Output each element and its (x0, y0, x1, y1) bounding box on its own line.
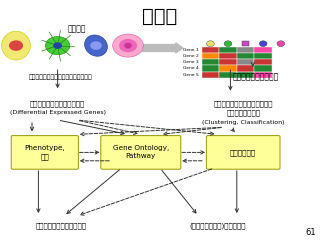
Bar (254, 72, 272, 78)
Text: 手法を用いた解析: 手法を用いた解析 (226, 109, 260, 116)
Circle shape (119, 39, 137, 52)
Text: (Differential Expressed Genes): (Differential Expressed Genes) (10, 110, 106, 115)
Bar (254, 53, 272, 59)
Text: Gene 2: Gene 2 (183, 54, 198, 58)
Text: データマイニング，　機械学習: データマイニング， 機械学習 (213, 100, 273, 107)
Bar (219, 47, 237, 53)
Bar (219, 72, 237, 78)
Ellipse shape (84, 35, 108, 56)
Bar (202, 53, 219, 59)
Text: Gene 5: Gene 5 (182, 73, 198, 77)
Circle shape (45, 36, 70, 55)
Bar (254, 47, 272, 53)
Text: 発現の観測（定量化）: 発現の観測（定量化） (233, 72, 279, 81)
Text: Phenotype,
疾患: Phenotype, 疾患 (24, 145, 65, 160)
Circle shape (9, 40, 23, 51)
Bar (254, 59, 272, 65)
Text: Gene Ontology,
Pathway: Gene Ontology, Pathway (113, 145, 169, 159)
Circle shape (113, 34, 143, 57)
Text: 観測対象: 観測対象 (68, 24, 86, 33)
Text: 細胞間の働きの違いの同定: 細胞間の働きの違いの同定 (35, 222, 86, 229)
Circle shape (260, 41, 267, 47)
Text: 発現差のある遺伝子群の抄出: 発現差のある遺伝子群の抄出 (30, 100, 85, 107)
FancyArrowPatch shape (140, 43, 183, 53)
Text: 転写制御領域: 転写制御領域 (230, 149, 256, 156)
Ellipse shape (2, 31, 30, 60)
Text: まとめ: まとめ (142, 7, 178, 26)
Bar (202, 59, 219, 65)
Circle shape (277, 41, 284, 47)
Circle shape (124, 43, 132, 48)
Circle shape (224, 41, 232, 47)
FancyBboxPatch shape (101, 136, 181, 169)
Circle shape (207, 41, 214, 47)
Bar (243, 41, 249, 46)
Text: Gene 1: Gene 1 (183, 48, 198, 52)
Text: Gene 3: Gene 3 (183, 60, 198, 64)
Bar (202, 65, 219, 72)
Bar (237, 53, 254, 59)
Text: 61: 61 (305, 228, 316, 237)
Bar (237, 59, 254, 65)
Bar (202, 72, 219, 78)
Text: (Clustering, Classification): (Clustering, Classification) (202, 120, 284, 125)
Circle shape (90, 41, 102, 50)
Bar (237, 65, 254, 72)
Text: (屗濃等に対する)応答の理解: (屗濃等に対する)応答の理解 (189, 222, 246, 229)
Bar (254, 65, 272, 72)
Text: 異なる組織，異なる屗濃，異なる時間: 異なる組織，異なる屗濃，異なる時間 (29, 74, 93, 80)
Circle shape (53, 42, 62, 49)
Text: Gene 4: Gene 4 (183, 66, 198, 70)
Bar (219, 65, 237, 72)
Bar (237, 72, 254, 78)
Bar (219, 59, 237, 65)
Bar (237, 47, 254, 53)
Bar (219, 53, 237, 59)
Bar (202, 47, 219, 53)
FancyBboxPatch shape (206, 136, 280, 169)
FancyBboxPatch shape (11, 136, 78, 169)
